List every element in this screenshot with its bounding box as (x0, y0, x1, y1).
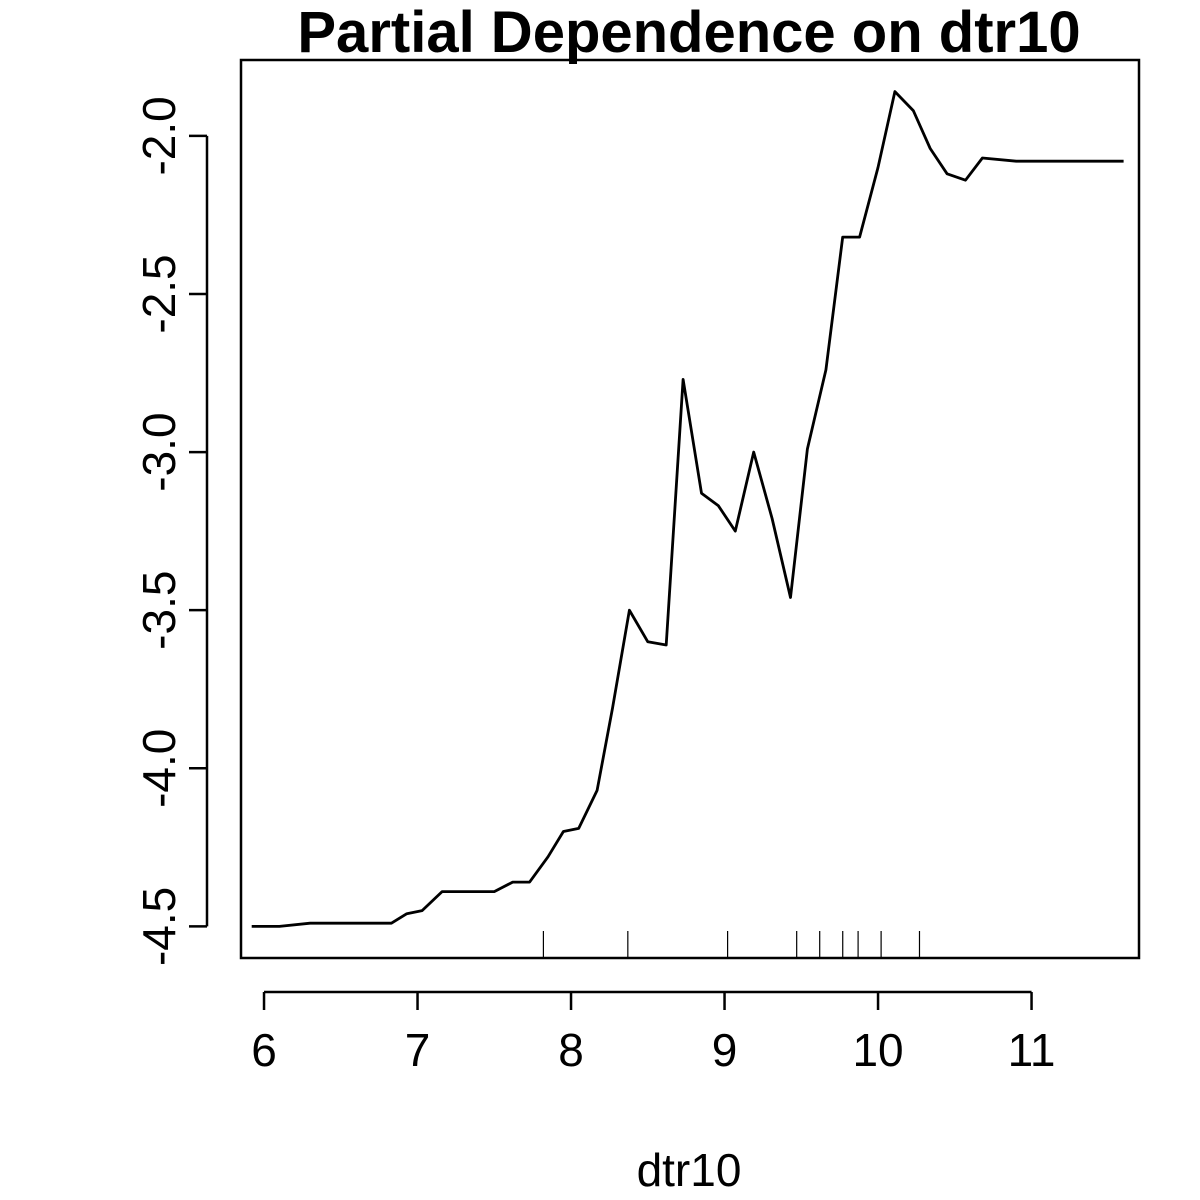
y-tick-label: -3.0 (133, 412, 185, 491)
series-line (251, 90, 1124, 928)
y-tick-label: -3.5 (133, 571, 185, 650)
x-tick-label: 6 (251, 1024, 277, 1076)
plot-frame (239, 58, 1141, 960)
rug-marks (542, 931, 921, 958)
x-axis: 6 7 8 9 10 11 (251, 990, 1056, 1076)
x-tick-label: 11 (1008, 1024, 1056, 1076)
x-tick-label: 7 (405, 1024, 431, 1076)
y-tick-label: -4.0 (133, 729, 185, 808)
y-axis: -4.5 -4.0 -3.5 -3.0 -2.5 -2.0 (133, 96, 209, 966)
series-layer (251, 90, 1124, 928)
x-axis-label: dtr10 (637, 1144, 742, 1196)
y-tick-label: -4.5 (133, 887, 185, 966)
x-tick-label: 10 (852, 1024, 903, 1076)
x-tick-label: 9 (712, 1024, 738, 1076)
chart-title: Partial Dependence on dtr10 (297, 0, 1080, 65)
y-tick-label: -2.0 (133, 96, 185, 175)
x-tick-label: 8 (558, 1024, 584, 1076)
y-tick-label: -2.5 (133, 254, 185, 333)
